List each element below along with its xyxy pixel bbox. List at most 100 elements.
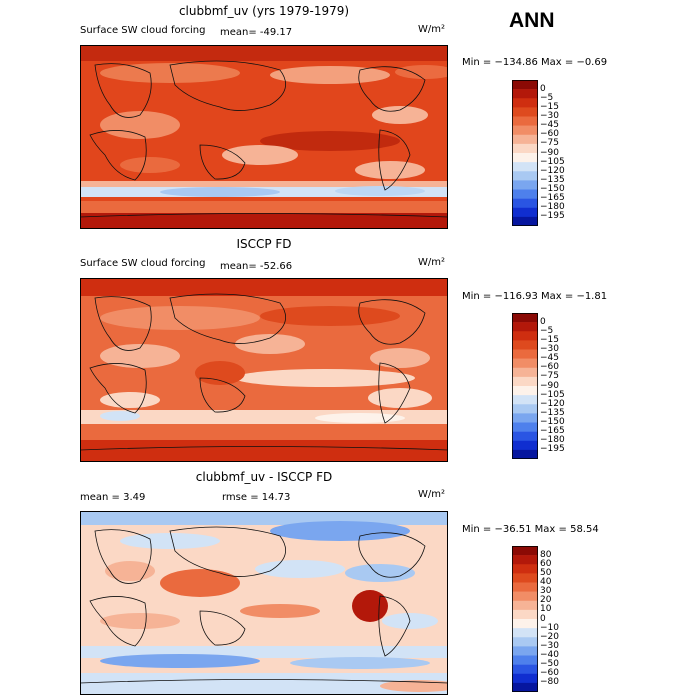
colorbar-swatch	[512, 431, 538, 442]
colorbar-swatch	[512, 413, 538, 423]
colorbar-swatch	[512, 125, 538, 136]
colorbar-swatch	[512, 116, 538, 126]
colorbar-tick-label: 80	[540, 549, 552, 560]
colorbar-swatch	[512, 564, 538, 574]
panel2-map	[80, 278, 448, 462]
colorbar-tick-label: −120	[540, 398, 565, 409]
panel1-left-label: Surface SW cloud forcing	[80, 25, 206, 36]
colorbar-swatch	[512, 619, 538, 629]
panel1-units: W/m²	[418, 24, 446, 35]
panel2-colorbar-labels: 0 −5 −15 −30 −45 −60 −75 −90 −105 −120 −135 −150 −16…	[540, 313, 580, 459]
colorbar-tick-label: 20	[540, 595, 552, 606]
colorbar-tick-label: −30	[540, 640, 559, 651]
colorbar-swatch	[512, 673, 538, 684]
colorbar-swatch	[512, 153, 538, 163]
colorbar-swatch	[512, 171, 538, 181]
colorbar-swatch	[512, 322, 538, 332]
colorbar-swatch	[512, 449, 538, 459]
colorbar-swatch	[512, 376, 538, 387]
colorbar-swatch	[512, 628, 538, 638]
panel1-minmax: Min = −134.86 Max = −0.69	[462, 57, 608, 68]
panel1-map	[80, 45, 448, 229]
colorbar-tick-label: −15	[540, 334, 559, 345]
colorbar-swatch	[512, 386, 538, 396]
colorbar-swatch	[512, 546, 538, 556]
colorbar-tick-label: −80	[540, 677, 559, 688]
panel2-units: W/m²	[418, 257, 446, 268]
colorbar-tick-label: −75	[540, 138, 559, 149]
panel1-mean-label: mean= -49.17	[220, 27, 293, 38]
panel2-title: ISCCP FD	[236, 237, 292, 251]
colorbar-swatch	[512, 207, 538, 218]
colorbar-swatch	[512, 89, 538, 99]
panel2-colorbar	[512, 313, 538, 459]
colorbar-swatch	[512, 80, 538, 90]
coastlines	[80, 526, 448, 684]
colorbar-tick-label: −135	[540, 407, 565, 418]
colorbar-swatch	[512, 609, 538, 620]
colorbar-swatch	[512, 180, 538, 190]
colorbar-swatch	[512, 313, 538, 323]
colorbar-tick-label: −60	[540, 668, 559, 679]
colorbar-swatch	[512, 422, 538, 432]
panel3-units: W/m²	[418, 489, 446, 500]
colorbar-tick-label: −150	[540, 417, 565, 427]
colorbar-swatch	[512, 162, 538, 172]
colorbar-swatch	[512, 216, 538, 226]
colorbar-swatch	[512, 349, 538, 359]
colorbar-swatch	[512, 404, 538, 414]
colorbar-tick-label: −5	[540, 92, 554, 103]
colorbar-tick-label: −165	[540, 426, 565, 437]
colorbar-tick-label: −195	[540, 211, 565, 222]
colorbar-tick-label: −195	[540, 444, 565, 455]
panel3-minmax: Min = −36.51 Max = 58.54	[462, 524, 599, 535]
colorbar-swatch	[512, 600, 538, 611]
colorbar-swatch	[512, 107, 538, 117]
colorbar-tick-label: −105	[540, 156, 565, 167]
colorbar-swatch	[512, 134, 538, 145]
colorbar-tick-label: −5	[540, 325, 554, 336]
panel1-title: clubbmf_uv (yrs 1979-1979)	[178, 4, 350, 18]
colorbar-swatch	[512, 331, 538, 341]
colorbar-tick-label: −120	[540, 165, 565, 176]
colorbar-tick-label: −90	[540, 380, 559, 391]
colorbar-swatch	[512, 98, 538, 108]
colorbar-swatch	[512, 340, 538, 350]
colorbar-tick-label: 40	[540, 577, 552, 587]
panel2-minmax: Min = −116.93 Max = −1.81	[462, 291, 608, 302]
colorbar-tick-label: −20	[540, 631, 559, 642]
colorbar-tick-label: −60	[540, 362, 559, 373]
colorbar-swatch	[512, 682, 538, 692]
colorbar-swatch	[512, 582, 538, 592]
colorbar-tick-label: 0	[540, 83, 546, 94]
colorbar-swatch	[512, 143, 538, 154]
colorbar-tick-label: 0	[540, 613, 546, 624]
colorbar-tick-label: −75	[540, 371, 559, 382]
coastlines	[80, 60, 448, 218]
panel3-mean-label: mean = 3.49	[80, 492, 146, 503]
colorbar-swatch	[512, 198, 538, 209]
colorbar-tick-label: −150	[540, 184, 565, 194]
colorbar-tick-label: −60	[540, 129, 559, 140]
colorbar-tick-label: 50	[540, 567, 552, 578]
panel2-left-label: Surface SW cloud forcing	[80, 258, 206, 269]
colorbar-swatch	[512, 395, 538, 405]
colorbar-tick-label: 10	[540, 604, 552, 615]
colorbar-tick-label: −180	[540, 435, 565, 446]
colorbar-swatch	[512, 646, 538, 656]
panel3-colorbar-labels: 80 60 50 40 30 20 10 0 −10 −20 −30 −40 −50 −60 −80	[540, 546, 580, 692]
colorbar-swatch	[512, 358, 538, 369]
panel3-rmse-label: rmse = 14.73	[222, 492, 291, 503]
colorbar-swatch	[512, 555, 538, 565]
coastlines	[80, 293, 448, 451]
panel3-title: clubbmf_uv - ISCCP FD	[195, 470, 333, 484]
colorbar-swatch	[512, 367, 538, 378]
colorbar-tick-label: −30	[540, 344, 559, 354]
colorbar-swatch	[512, 440, 538, 451]
colorbar-tick-label: 30	[540, 586, 552, 597]
season-label: ANN	[509, 9, 555, 32]
colorbar-tick-label: −135	[540, 174, 565, 185]
colorbar-tick-label: −105	[540, 389, 565, 400]
colorbar-tick-label: −40	[540, 650, 559, 660]
panel1-colorbar	[512, 80, 538, 226]
